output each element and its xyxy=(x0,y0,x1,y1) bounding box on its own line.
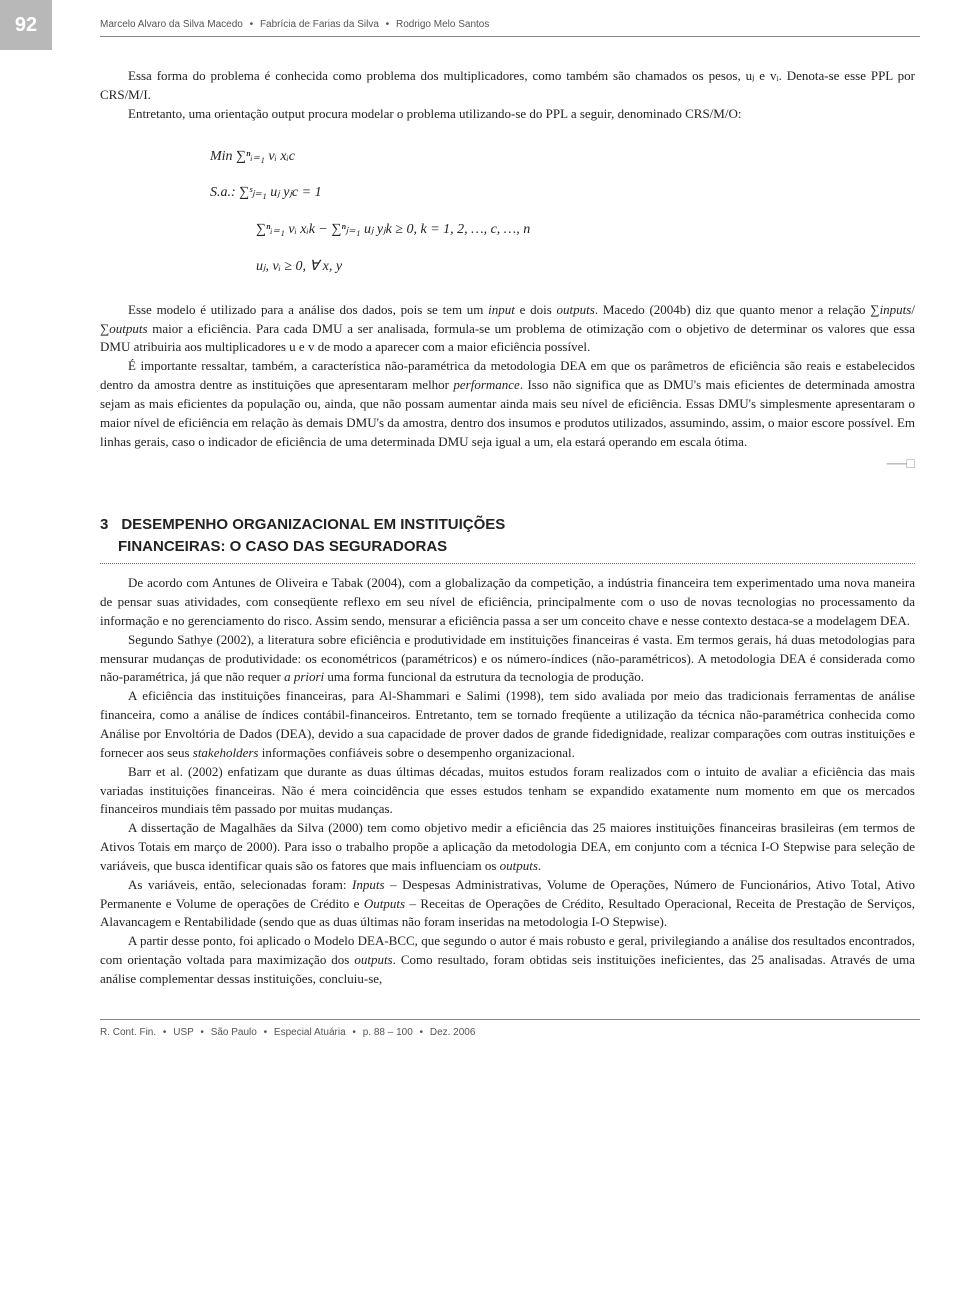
italic-term: a priori xyxy=(284,669,324,684)
section-title-block: 3 DESEMPENHO ORGANIZACIONAL EM INSTITUIÇ… xyxy=(100,514,915,565)
separator-dot: • xyxy=(163,1027,167,1038)
text-run: . xyxy=(538,858,541,873)
paragraph: É importante ressaltar, também, a caract… xyxy=(100,357,915,451)
footer-issue: Especial Atuária xyxy=(274,1027,346,1038)
author-3: Rodrigo Melo Santos xyxy=(396,19,489,30)
page-number: 92 xyxy=(0,0,52,50)
italic-term: performance xyxy=(453,377,519,392)
text-run: informações confiáveis sobre o desempenh… xyxy=(258,745,574,760)
footer-date: Dez. 2006 xyxy=(430,1027,476,1038)
paragraph: Barr et al. (2002) enfatizam que durante… xyxy=(100,763,915,820)
separator-dot: • xyxy=(200,1027,204,1038)
italic-term: Inputs xyxy=(352,877,385,892)
formula-block: Min ∑ⁿᵢ₌₁ vᵢ xᵢc S.a.: ∑ˢⱼ₌₁ uⱼ yⱼc = 1 … xyxy=(210,142,915,283)
author-1: Marcelo Alvaro da Silva Macedo xyxy=(100,19,243,30)
section-separator xyxy=(100,563,915,564)
footer-pages: p. 88 – 100 xyxy=(363,1027,413,1038)
italic-term: outputs xyxy=(557,302,595,317)
italic-term: outputs xyxy=(500,858,538,873)
separator-dot: • xyxy=(264,1027,268,1038)
section-number: 3 xyxy=(100,516,108,533)
author-2: Fabrícia de Farias da Silva xyxy=(260,19,379,30)
separator-dot: • xyxy=(250,19,254,30)
formula-line: Min ∑ⁿᵢ₌₁ vᵢ xᵢc xyxy=(210,142,915,173)
footer-city: São Paulo xyxy=(211,1027,257,1038)
paragraph: Essa forma do problema é conhecida como … xyxy=(100,67,915,105)
footer-institution: USP xyxy=(173,1027,193,1038)
italic-term: outputs xyxy=(109,321,147,336)
paragraph: Segundo Sathye (2002), a literatura sobr… xyxy=(100,631,915,688)
section-end-marker: ──□ xyxy=(100,455,915,475)
separator-dot: • xyxy=(420,1027,424,1038)
body-content: Essa forma do problema é conhecida como … xyxy=(100,67,915,989)
page-footer: R. Cont. Fin. • USP • São Paulo • Especi… xyxy=(100,1019,920,1041)
italic-term: outputs xyxy=(354,952,392,967)
paragraph: A partir desse ponto, foi aplicado o Mod… xyxy=(100,932,915,989)
italic-term: Outputs xyxy=(364,896,405,911)
paper-page: 92 Marcelo Alvaro da Silva Macedo • Fabr… xyxy=(0,0,960,1040)
formula-line: uⱼ, vᵢ ≥ 0, ∀ x, y xyxy=(256,252,915,283)
formula-line: S.a.: ∑ˢⱼ₌₁ uⱼ yⱼc = 1 xyxy=(210,178,915,209)
formula-line: ∑ⁿᵢ₌₁ vᵢ xᵢk − ∑ⁿⱼ₌₁ uⱼ yⱼk ≥ 0, k = 1, … xyxy=(256,215,915,246)
paragraph: De acordo com Antunes de Oliveira e Taba… xyxy=(100,574,915,631)
author-line: Marcelo Alvaro da Silva Macedo • Fabríci… xyxy=(100,18,489,33)
paragraph: Entretanto, uma orientação output procur… xyxy=(100,105,915,124)
paragraph: As variáveis, então, selecionadas foram:… xyxy=(100,876,915,933)
separator-dot: • xyxy=(386,19,390,30)
italic-term: input xyxy=(488,302,515,317)
footer-journal: R. Cont. Fin. xyxy=(100,1027,156,1038)
page-header: 92 Marcelo Alvaro da Silva Macedo • Fabr… xyxy=(0,0,960,60)
paragraph: Esse modelo é utilizado para a análise d… xyxy=(100,301,915,358)
section-title: DESEMPENHO ORGANIZACIONAL EM INSTITUIÇÕE… xyxy=(121,516,505,533)
italic-term: inputs xyxy=(880,302,912,317)
paragraph: A eficiência das instituições financeira… xyxy=(100,687,915,762)
italic-term: stakeholders xyxy=(193,745,259,760)
paragraph: A dissertação de Magalhães da Silva (200… xyxy=(100,819,915,876)
text-run: Esse modelo é utilizado para a análise d… xyxy=(128,302,488,317)
text-run: . Macedo (2004b) diz que quanto menor a … xyxy=(595,302,880,317)
text-run: maior a eficiência. Para cada DMU a ser … xyxy=(100,321,915,355)
text-run: As variáveis, então, selecionadas foram: xyxy=(128,877,352,892)
text-run: uma forma funcional da estrutura da tecn… xyxy=(324,669,644,684)
separator-dot: • xyxy=(352,1027,356,1038)
section-subtitle: FINANCEIRAS: O CASO DAS SEGURADORAS xyxy=(118,536,915,558)
text-run: e dois xyxy=(515,302,557,317)
